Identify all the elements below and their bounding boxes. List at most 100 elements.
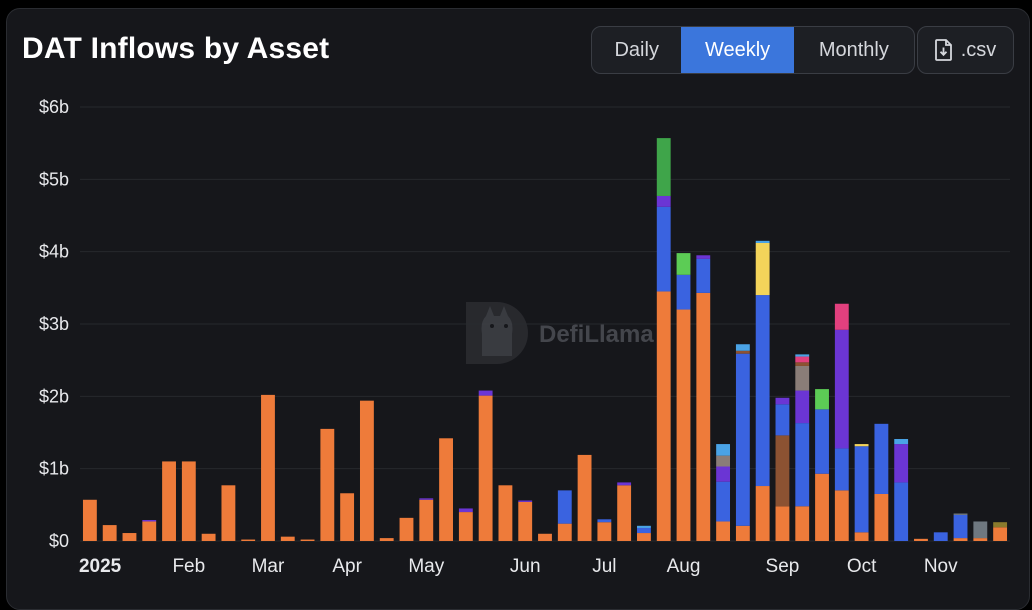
bar-segment[interactable] (815, 473, 829, 541)
bar-segment[interactable] (953, 538, 968, 541)
bar-segment[interactable] (577, 454, 592, 541)
bar-segment[interactable] (300, 539, 315, 541)
bar-week[interactable] (874, 423, 889, 541)
monthly-button[interactable]: Monthly (794, 27, 914, 73)
bar-segment[interactable] (795, 362, 810, 366)
bar-segment[interactable] (815, 389, 829, 410)
bar-segment[interactable] (122, 533, 137, 541)
bar-week[interactable] (854, 444, 869, 541)
bar-segment[interactable] (894, 444, 909, 483)
bar-week[interactable] (696, 255, 711, 541)
bar-segment[interactable] (419, 499, 434, 541)
bar-segment[interactable] (656, 195, 671, 207)
bar-week[interactable] (716, 444, 731, 541)
bar-week[interactable] (221, 485, 236, 541)
bar-week[interactable] (359, 400, 374, 541)
bar-week[interactable] (320, 428, 335, 541)
bar-week[interactable] (914, 538, 928, 541)
bar-segment[interactable] (557, 490, 572, 524)
daily-button[interactable]: Daily (592, 27, 681, 73)
bar-week[interactable] (122, 533, 137, 541)
bar-segment[interactable] (280, 536, 295, 541)
bar-segment[interactable] (320, 428, 335, 541)
bar-segment[interactable] (795, 356, 810, 363)
bar-segment[interactable] (894, 439, 909, 445)
bar-segment[interactable] (834, 329, 849, 449)
bar-week[interactable] (755, 240, 770, 541)
bar-segment[interactable] (696, 258, 711, 293)
bar-segment[interactable] (518, 500, 533, 502)
bar-segment[interactable] (874, 423, 889, 494)
bar-week[interactable] (617, 482, 632, 541)
bar-segment[interactable] (953, 514, 968, 539)
bar-segment[interactable] (775, 435, 790, 507)
bar-segment[interactable] (597, 522, 612, 541)
bar-segment[interactable] (102, 525, 117, 541)
bar-segment[interactable] (597, 519, 612, 523)
bar-segment[interactable] (973, 521, 988, 539)
bar-week[interactable] (82, 499, 97, 541)
bar-segment[interactable] (656, 138, 671, 196)
bar-segment[interactable] (696, 255, 711, 259)
bar-segment[interactable] (716, 455, 731, 467)
bar-segment[interactable] (716, 481, 731, 522)
bar-segment[interactable] (340, 493, 355, 541)
bar-week[interactable] (597, 519, 612, 541)
bar-segment[interactable] (775, 404, 790, 436)
bar-segment[interactable] (795, 365, 810, 391)
bar-segment[interactable] (676, 309, 691, 541)
bar-segment[interactable] (854, 446, 869, 533)
bar-segment[interactable] (557, 523, 572, 541)
bar-segment[interactable] (617, 482, 632, 486)
bar-week[interactable] (775, 397, 790, 541)
bar-segment[interactable] (735, 525, 750, 541)
bar-week[interactable] (815, 389, 829, 541)
bar-segment[interactable] (894, 482, 909, 541)
bar-segment[interactable] (874, 493, 889, 541)
bar-week[interactable] (953, 513, 968, 541)
bar-week[interactable] (538, 533, 552, 541)
bar-week[interactable] (973, 521, 988, 541)
bar-segment[interactable] (201, 533, 216, 541)
bar-segment[interactable] (538, 533, 552, 541)
bar-week[interactable] (676, 253, 691, 541)
bar-week[interactable] (280, 536, 295, 541)
bar-segment[interactable] (854, 532, 869, 541)
bar-segment[interactable] (458, 512, 473, 541)
bar-week[interactable] (557, 490, 572, 541)
bar-week[interactable] (656, 138, 671, 541)
bar-segment[interactable] (993, 522, 1008, 528)
bar-week[interactable] (894, 439, 909, 541)
bar-week[interactable] (399, 517, 414, 541)
bar-segment[interactable] (142, 521, 157, 541)
bar-segment[interactable] (162, 461, 176, 541)
bar-segment[interactable] (617, 485, 632, 541)
bar-segment[interactable] (261, 394, 275, 541)
bar-segment[interactable] (478, 395, 493, 541)
bar-segment[interactable] (834, 490, 849, 541)
bar-segment[interactable] (735, 353, 750, 526)
bar-week[interactable] (795, 354, 810, 541)
bar-segment[interactable] (379, 538, 394, 541)
bar-segment[interactable] (834, 303, 849, 330)
bar-segment[interactable] (775, 506, 790, 541)
bar-segment[interactable] (735, 344, 750, 351)
bar-segment[interactable] (755, 242, 770, 296)
csv-download-button[interactable]: .csv (917, 26, 1014, 74)
bar-segment[interactable] (755, 486, 770, 541)
bar-week[interactable] (933, 532, 948, 541)
bar-segment[interactable] (993, 527, 1008, 541)
bar-segment[interactable] (815, 409, 829, 474)
bar-week[interactable] (993, 522, 1008, 541)
bar-week[interactable] (261, 394, 275, 541)
bar-segment[interactable] (518, 501, 533, 541)
bar-week[interactable] (458, 508, 473, 541)
bar-week[interactable] (518, 500, 533, 541)
bar-week[interactable] (300, 539, 315, 541)
bar-segment[interactable] (696, 292, 711, 541)
bar-segment[interactable] (142, 520, 157, 522)
bar-segment[interactable] (656, 291, 671, 541)
bar-segment[interactable] (755, 295, 770, 487)
bar-week[interactable] (142, 520, 157, 541)
bar-segment[interactable] (953, 513, 968, 515)
